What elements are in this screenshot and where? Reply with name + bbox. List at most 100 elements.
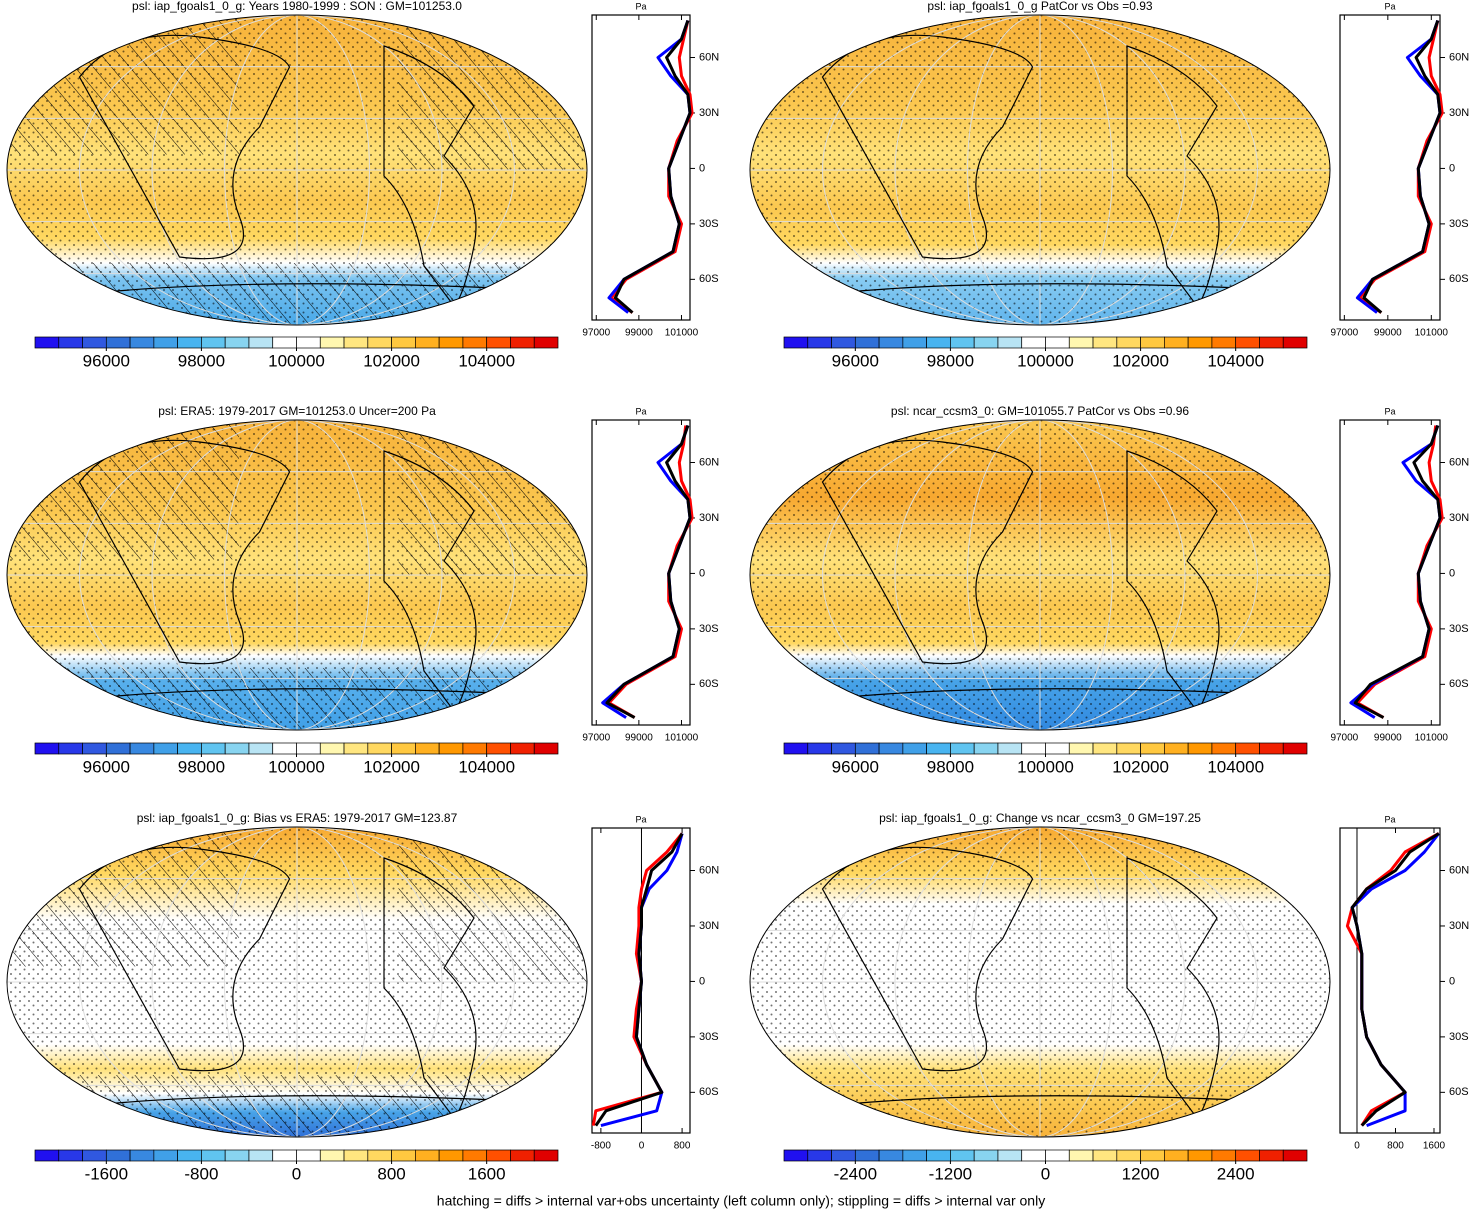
hatching xyxy=(7,420,239,560)
colorbar-label: 96000 xyxy=(83,757,130,776)
panel: psl: iap_fgoals1_0_g: Change vs ncar_ccs… xyxy=(749,811,1469,1183)
y-tick-label: 0 xyxy=(1449,162,1455,174)
colorbar-label: 96000 xyxy=(832,351,879,370)
coastline xyxy=(821,846,1034,1072)
profile-line xyxy=(1350,832,1440,1127)
colorbar-box xyxy=(272,742,297,755)
colorbar-box xyxy=(296,742,321,755)
y-tick-label: 30S xyxy=(699,1031,719,1043)
colorbar-label: 100000 xyxy=(1017,351,1074,370)
colorbar-box xyxy=(1116,336,1141,349)
graticule xyxy=(894,15,1186,325)
map-border xyxy=(749,419,1331,731)
colorbar-box xyxy=(153,1149,178,1162)
graticule xyxy=(224,827,370,1137)
y-tick-label: 30N xyxy=(699,107,719,119)
colorbar-box xyxy=(926,742,951,755)
colorbar-box xyxy=(248,1149,274,1162)
profile-frame xyxy=(591,419,691,726)
colorbar-label: 96000 xyxy=(832,757,879,776)
colorbar-box xyxy=(926,336,951,349)
colorbar-label: 102000 xyxy=(363,757,420,776)
colorbar-box xyxy=(438,742,464,755)
x-tick-label: 800 xyxy=(674,1141,691,1152)
colorbar-box xyxy=(783,742,809,755)
colorbar-box xyxy=(177,742,202,755)
colorbar-label: 98000 xyxy=(927,757,974,776)
profile-unit: Pa xyxy=(635,406,646,416)
colorbar-box xyxy=(783,336,809,349)
colorbar-box xyxy=(973,336,999,349)
panel-title: psl: iap_fgoals1_0_g: Years 1980-1999 : … xyxy=(132,0,462,13)
colorbar-box xyxy=(831,336,856,349)
x-tick-label: 800 xyxy=(1387,1141,1404,1152)
colorbar-box xyxy=(105,1149,131,1162)
colorbar-box xyxy=(367,336,392,349)
colorbar-box xyxy=(1140,336,1165,349)
colorbar-box xyxy=(997,336,1023,349)
y-tick-label: 0 xyxy=(699,162,705,174)
colorbar-box xyxy=(319,1149,345,1162)
colorbar-box xyxy=(533,742,559,755)
hatching xyxy=(7,15,239,155)
colorbar-box xyxy=(510,336,535,349)
colorbar-box xyxy=(533,1149,559,1162)
colorbar-box xyxy=(367,742,392,755)
colorbar-box xyxy=(831,742,856,755)
colorbar-box xyxy=(438,336,464,349)
x-tick-label: 1600 xyxy=(1423,1141,1446,1152)
colorbar-box xyxy=(854,1149,880,1162)
colorbar-label: 98000 xyxy=(178,757,225,776)
map xyxy=(7,15,587,325)
colorbar-box xyxy=(58,336,83,349)
y-tick-label: 60S xyxy=(1449,1086,1469,1098)
colorbar-label: 102000 xyxy=(363,351,420,370)
graticule xyxy=(151,15,443,325)
colorbar-label: 102000 xyxy=(1112,351,1169,370)
y-tick-label: 30S xyxy=(1449,218,1469,230)
y-tick-label: 30S xyxy=(1449,1031,1469,1043)
x-tick-label: 99000 xyxy=(625,733,653,744)
colorbar-box xyxy=(973,1149,999,1162)
colorbar-box xyxy=(1187,336,1213,349)
colorbar-box xyxy=(129,1149,155,1162)
graticule xyxy=(967,420,1113,730)
graticule xyxy=(822,420,1258,730)
colorbar-box xyxy=(319,742,345,755)
colorbar-box xyxy=(343,1149,369,1162)
colorbar-box xyxy=(533,336,559,349)
profile-unit: Pa xyxy=(1384,406,1395,416)
y-tick-label: 0 xyxy=(699,567,705,579)
x-tick-label: 101000 xyxy=(665,328,699,339)
colorbar-box xyxy=(1211,742,1237,755)
graticule xyxy=(224,15,370,325)
colorbar-box xyxy=(391,1149,416,1162)
colorbar-box xyxy=(807,1149,832,1162)
colorbar-box xyxy=(248,742,274,755)
colorbar-box xyxy=(1187,1149,1213,1162)
colorbar-box xyxy=(807,742,832,755)
graticule xyxy=(822,15,1258,325)
profile-line xyxy=(1353,425,1442,719)
graticule xyxy=(224,420,370,730)
graticule xyxy=(79,15,515,325)
panel: psl: iap_fgoals1_0_g: Years 1980-1999 : … xyxy=(6,0,719,370)
colorbar-label: 96000 xyxy=(83,351,130,370)
graticule xyxy=(151,420,443,730)
colorbar-box xyxy=(1187,742,1213,755)
colorbar-box xyxy=(1068,336,1094,349)
y-tick-label: 60S xyxy=(699,273,719,285)
colorbar-box xyxy=(58,1149,83,1162)
colorbar-box xyxy=(1211,336,1237,349)
colorbar-box xyxy=(201,1149,226,1162)
map-border xyxy=(6,419,588,731)
colorbar-box xyxy=(462,1149,488,1162)
x-tick-label: -800 xyxy=(591,1141,611,1152)
colorbar-box xyxy=(201,742,226,755)
graticule xyxy=(151,827,443,1137)
colorbar-label: 104000 xyxy=(458,757,515,776)
colorbar-box xyxy=(878,742,904,755)
graticule xyxy=(967,827,1113,1137)
colorbar-box xyxy=(367,1149,392,1162)
colorbar-box xyxy=(926,1149,951,1162)
